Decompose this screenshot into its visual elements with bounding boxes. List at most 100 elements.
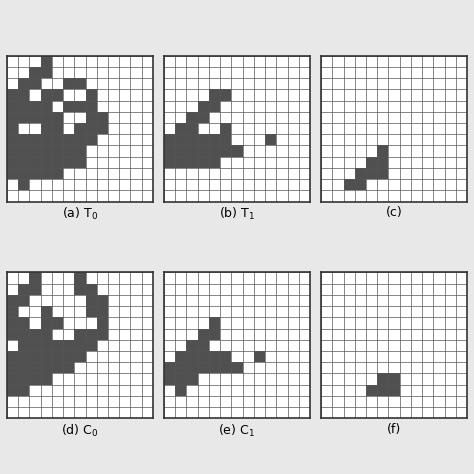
Bar xyxy=(29,146,41,157)
Bar xyxy=(97,112,108,123)
Bar xyxy=(209,100,220,112)
Bar xyxy=(74,123,85,134)
Bar xyxy=(220,89,231,100)
Bar xyxy=(175,134,186,146)
Bar xyxy=(63,351,74,362)
Bar xyxy=(175,385,186,396)
Bar xyxy=(186,146,198,157)
Bar xyxy=(18,157,29,168)
Bar xyxy=(377,385,389,396)
Bar xyxy=(52,317,63,328)
Bar xyxy=(220,146,231,157)
Bar xyxy=(198,328,209,340)
Bar xyxy=(7,306,18,317)
Bar xyxy=(29,78,41,89)
Bar xyxy=(231,362,243,374)
Bar xyxy=(164,134,175,146)
Bar xyxy=(85,123,97,134)
Bar xyxy=(85,295,97,306)
Bar xyxy=(41,112,52,123)
Bar xyxy=(18,89,29,100)
Bar xyxy=(74,78,85,89)
Bar xyxy=(377,146,389,157)
Bar xyxy=(52,168,63,179)
X-axis label: (c): (c) xyxy=(386,206,402,219)
Bar xyxy=(29,100,41,112)
Bar xyxy=(18,146,29,157)
Bar xyxy=(29,351,41,362)
Bar xyxy=(41,157,52,168)
Bar xyxy=(41,306,52,317)
Bar xyxy=(41,351,52,362)
Bar xyxy=(175,362,186,374)
Bar xyxy=(63,340,74,351)
Bar xyxy=(175,351,186,362)
Bar xyxy=(74,283,85,295)
Bar xyxy=(366,385,377,396)
Bar xyxy=(18,340,29,351)
Bar xyxy=(18,328,29,340)
Bar xyxy=(41,67,52,78)
Bar xyxy=(209,146,220,157)
Bar xyxy=(85,89,97,100)
Bar xyxy=(74,351,85,362)
Bar xyxy=(186,112,198,123)
Bar xyxy=(344,179,355,191)
Bar xyxy=(63,100,74,112)
Bar xyxy=(186,134,198,146)
Bar xyxy=(209,362,220,374)
Bar xyxy=(85,112,97,123)
Bar xyxy=(7,157,18,168)
Bar xyxy=(97,123,108,134)
Bar xyxy=(186,157,198,168)
Bar xyxy=(85,134,97,146)
Bar xyxy=(63,134,74,146)
Bar xyxy=(74,157,85,168)
Bar xyxy=(377,374,389,385)
Bar xyxy=(355,168,366,179)
Bar xyxy=(29,362,41,374)
Bar xyxy=(18,351,29,362)
Bar xyxy=(209,89,220,100)
Bar xyxy=(198,112,209,123)
Bar xyxy=(41,55,52,67)
Bar xyxy=(377,168,389,179)
Bar xyxy=(175,146,186,157)
Bar xyxy=(18,317,29,328)
Bar xyxy=(198,362,209,374)
Bar xyxy=(29,157,41,168)
Bar xyxy=(41,328,52,340)
Bar xyxy=(85,100,97,112)
Bar xyxy=(7,328,18,340)
Bar xyxy=(7,123,18,134)
Bar xyxy=(220,351,231,362)
Bar xyxy=(52,123,63,134)
Bar xyxy=(97,317,108,328)
Bar xyxy=(85,283,97,295)
Bar xyxy=(7,146,18,157)
Bar xyxy=(29,112,41,123)
Bar xyxy=(18,134,29,146)
Bar xyxy=(18,100,29,112)
Bar xyxy=(97,306,108,317)
Bar xyxy=(18,179,29,191)
Bar xyxy=(198,351,209,362)
Bar xyxy=(18,362,29,374)
Bar xyxy=(63,362,74,374)
Bar xyxy=(52,340,63,351)
Bar xyxy=(7,89,18,100)
Bar xyxy=(74,146,85,157)
Bar xyxy=(97,295,108,306)
Bar xyxy=(63,78,74,89)
Bar xyxy=(52,351,63,362)
Bar xyxy=(29,374,41,385)
Bar xyxy=(41,134,52,146)
Bar xyxy=(355,179,366,191)
Bar xyxy=(366,168,377,179)
Bar xyxy=(209,317,220,328)
Bar xyxy=(164,157,175,168)
Bar xyxy=(265,134,276,146)
Bar xyxy=(85,328,97,340)
Bar xyxy=(175,374,186,385)
Bar xyxy=(52,112,63,123)
